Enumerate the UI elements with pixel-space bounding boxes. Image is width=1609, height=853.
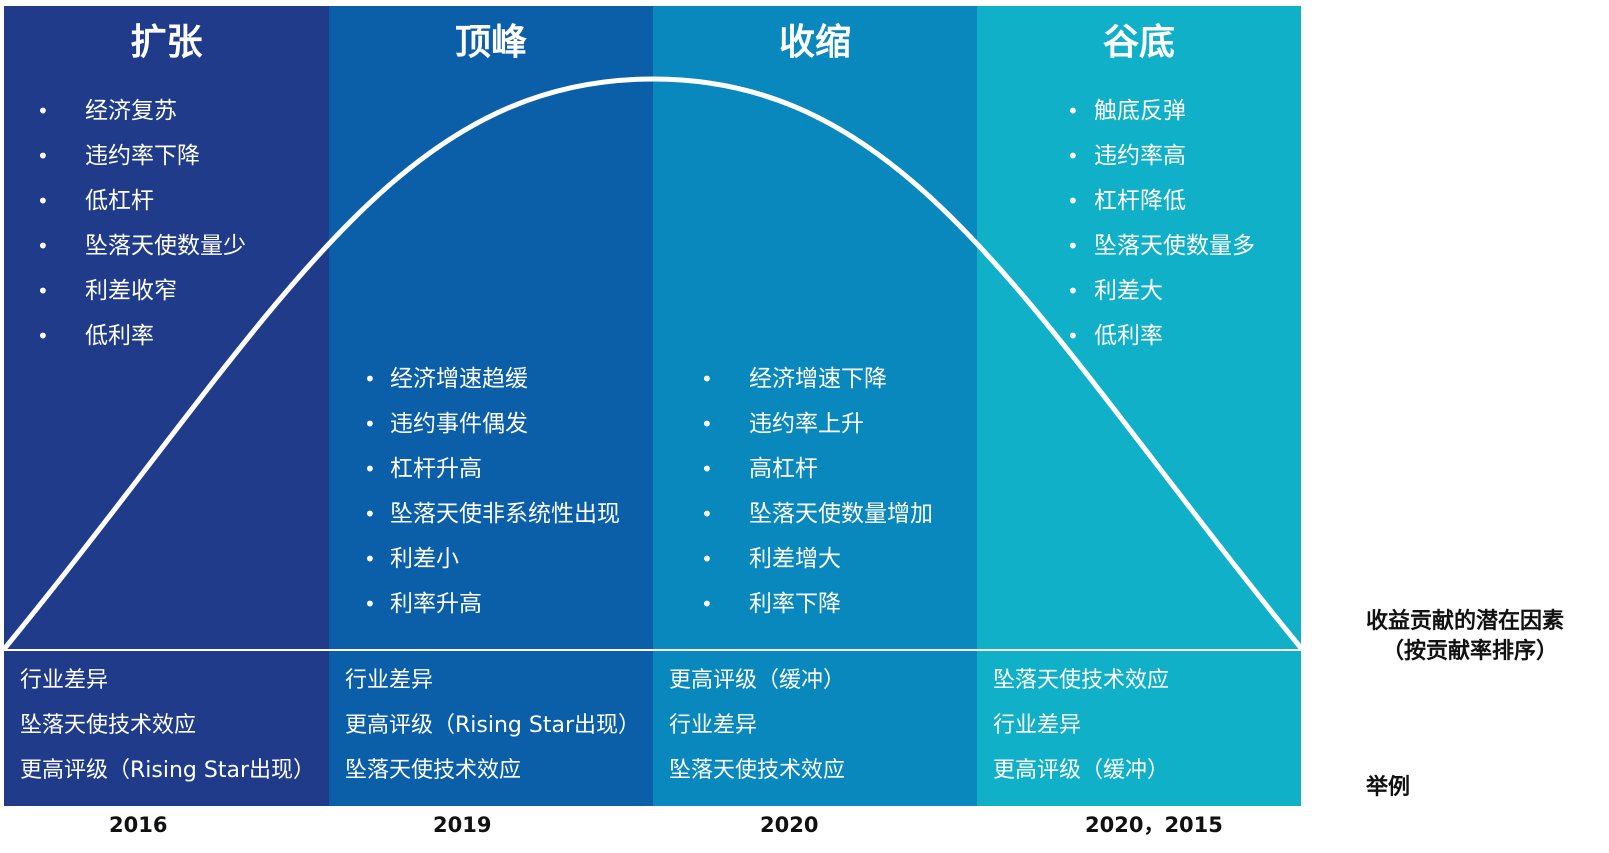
example-item: 行业差异	[20, 668, 109, 693]
bullet-icon: •	[37, 189, 49, 213]
bullet-icon: •	[364, 547, 376, 571]
example-item: 更高评级（Rising Star出现）	[345, 713, 640, 738]
bullet-text: 低利率	[1094, 323, 1163, 349]
bullet-icon: •	[701, 367, 713, 391]
example-list: 更高评级（缓冲） 行业差异 坠落天使技术效应	[669, 658, 845, 793]
bullet-icon: •	[701, 457, 713, 481]
phase-title: 扩张	[130, 22, 203, 63]
bullet-text: 坠落天使数量多	[1094, 233, 1255, 259]
bullet-icon: •	[1067, 99, 1079, 123]
bullet-text: 低杠杆	[85, 188, 154, 214]
bullet-icon: •	[701, 502, 713, 526]
phase-title: 收缩	[778, 22, 851, 63]
phase-title: 顶峰	[454, 22, 527, 63]
bullet-text: 利差大	[1094, 278, 1163, 304]
bullet-text: 坠落天使非系统性出现	[390, 501, 620, 527]
bullet-icon: •	[37, 324, 49, 348]
divider	[0, 649, 1346, 651]
phase-panel-peak: 顶峰 • 经济增速趋缓 • 违约事件偶发 • 杠杆升高 • 坠落天使非系统性出现 • 利差…	[329, 6, 653, 806]
example-item: 更高评级（缓冲）	[993, 758, 1170, 783]
bullet-icon: •	[1067, 234, 1079, 258]
bullet-icon: •	[364, 502, 376, 526]
phase-panel-expansion: 扩张 • 经济复苏 • 违约率下降 • 低杠杆 • 坠落天使数量少 • 利差收窄 • 低利率…	[4, 6, 329, 806]
bullet-icon: •	[701, 592, 713, 616]
bullet-text: 违约事件偶发	[390, 411, 528, 437]
bullet-icon: •	[1067, 144, 1079, 168]
bullet-text: 利差增大	[749, 546, 841, 572]
bullet-text: 坠落天使数量增加	[749, 501, 933, 527]
year-label: 2016	[109, 813, 168, 837]
bullet-text: 违约率高	[1094, 143, 1186, 169]
bullet-icon: •	[37, 279, 49, 303]
example-item: 行业差异	[669, 713, 758, 738]
bullet-icon: •	[364, 457, 376, 481]
year-label: 2020	[760, 813, 819, 837]
bullet-text: 杠杆降低	[1094, 188, 1186, 214]
example-label: 举例	[1366, 775, 1411, 800]
bullet-text: 利率升高	[390, 591, 482, 617]
bullet-text: 触底反弹	[1094, 98, 1186, 124]
bullet-icon: •	[364, 592, 376, 616]
bullet-icon: •	[37, 234, 49, 258]
example-item: 坠落天使技术效应	[993, 668, 1170, 693]
bullet-icon: •	[1067, 279, 1079, 303]
bullet-icon: •	[701, 547, 713, 571]
example-list: 行业差异 坠落天使技术效应 更高评级（Rising Star出现）	[20, 658, 315, 793]
factors-label-line1: 收益贡献的潜在因素	[1366, 609, 1565, 634]
bullet-text: 低利率	[85, 323, 154, 349]
bullet-text: 利率下降	[749, 591, 841, 617]
example-item: 更高评级（缓冲）	[669, 668, 846, 693]
bullet-text: 经济增速下降	[749, 366, 887, 392]
factors-label-line2: （按贡献率排序）	[1382, 639, 1559, 664]
phase-panel-contraction: 收缩 • 经济增速下降 • 违约率上升 • 高杠杆 • 坠落天使数量增加 • 利差增大 •…	[653, 6, 977, 806]
year-label: 2020，2015	[1085, 813, 1223, 837]
bullet-text: 坠落天使数量少	[85, 233, 246, 259]
bullet-text: 违约率上升	[749, 411, 864, 437]
example-list: 行业差异 更高评级（Rising Star出现） 坠落天使技术效应	[345, 658, 640, 793]
phase-panel-trough: 谷底 • 触底反弹 • 违约率高 • 杠杆降低 • 坠落天使数量多 • 利差大 • 低利率 …	[977, 6, 1301, 806]
bullet-text: 经济复苏	[85, 98, 177, 124]
bullet-text: 利差小	[390, 546, 459, 572]
year-label: 2019	[433, 813, 492, 837]
bullet-icon: •	[364, 367, 376, 391]
bullet-icon: •	[701, 412, 713, 436]
phase-title: 谷底	[1102, 22, 1175, 63]
bullet-icon: •	[37, 144, 49, 168]
bullet-text: 经济增速趋缓	[390, 366, 528, 392]
example-list: 坠落天使技术效应 行业差异 更高评级（缓冲）	[993, 658, 1169, 793]
example-item: 坠落天使技术效应	[20, 713, 197, 738]
bullet-icon: •	[1067, 324, 1079, 348]
example-item: 行业差异	[345, 668, 434, 693]
bullet-text: 违约率下降	[85, 143, 200, 169]
example-item: 更高评级（Rising Star出现）	[20, 758, 315, 783]
example-item: 坠落天使技术效应	[669, 758, 846, 783]
bullet-icon: •	[1067, 189, 1079, 213]
bullet-icon: •	[364, 412, 376, 436]
example-item: 行业差异	[993, 713, 1082, 738]
bullet-text: 利差收窄	[85, 278, 177, 304]
bullet-icon: •	[37, 99, 49, 123]
bullet-text: 高杠杆	[749, 456, 818, 482]
bullet-text: 杠杆升高	[390, 456, 482, 482]
example-item: 坠落天使技术效应	[345, 758, 522, 783]
